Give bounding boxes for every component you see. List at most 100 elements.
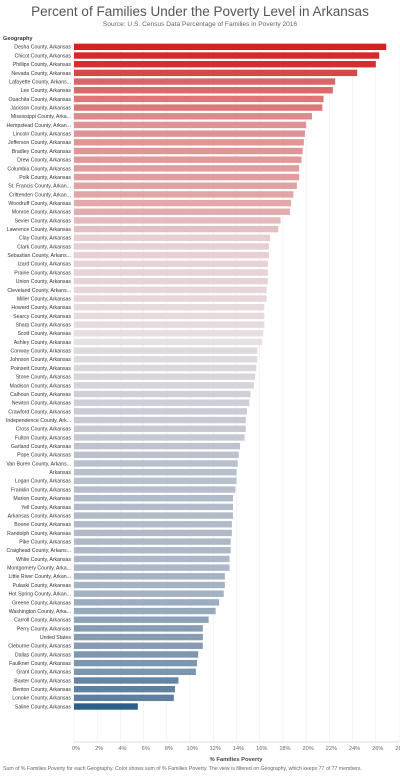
category-label: Cleburne County, Arkansas: [8, 644, 71, 650]
x-tick-label: 4%: [118, 746, 126, 752]
category-label: Bradley County, Arkansas: [12, 149, 72, 155]
row-header: Geography: [3, 36, 33, 42]
category-label: Monroe County, Arkansas: [12, 210, 72, 216]
bar: [74, 243, 269, 250]
category-label: Nevada County, Arkansas: [11, 71, 71, 77]
bar: [74, 217, 281, 224]
bar: [74, 477, 237, 485]
category-label: Little River County, Arkan...: [9, 574, 71, 580]
x-tick-label: 26%: [372, 746, 383, 752]
category-label: Clay County, Arkansas: [19, 236, 71, 242]
bar: [74, 703, 138, 710]
bar: [74, 468, 237, 476]
category-label: Perry County, Arkansas: [17, 626, 72, 632]
category-label: Desha County, Arkansas: [14, 45, 71, 51]
x-tick-label: 28%: [395, 746, 400, 752]
bar: [74, 495, 234, 502]
bar: [74, 651, 199, 658]
bar: [74, 442, 240, 450]
bar: [74, 225, 279, 233]
category-label: Lafayette County, Arkans...: [9, 79, 71, 85]
bar: [74, 573, 225, 580]
category-label: Newton County, Arkansas: [12, 401, 72, 407]
x-tick-label: 20%: [303, 746, 314, 752]
bar: [74, 460, 238, 467]
bar: [74, 182, 297, 189]
bar: [74, 304, 265, 311]
category-label: Cross County, Arkansas: [16, 427, 72, 433]
category-label: Independence County, Ark...: [6, 418, 71, 424]
x-tick-label: 0%: [72, 746, 80, 752]
bar: [74, 625, 203, 632]
bar: [74, 234, 271, 241]
chart-subtitle: Source: U.S. Census Data Percentage of F…: [102, 21, 298, 28]
category-label: Craighead County, Arkans...: [7, 548, 72, 554]
category-label: Pope County, Arkansas: [17, 453, 71, 459]
bar: [74, 139, 304, 146]
category-label: Johnson County, Arkansas: [10, 357, 72, 363]
bar: [74, 286, 267, 294]
category-label: Lawrence County, Arkansas: [7, 227, 72, 233]
bar: [74, 156, 302, 163]
bar: [74, 555, 230, 563]
x-tick-label: 14%: [233, 746, 244, 752]
category-label: Jackson County, Arkansas: [10, 106, 71, 112]
category-label: Boone County, Arkansas: [14, 522, 71, 528]
bar: [74, 338, 263, 346]
category-label: Faulkner County, Arkansas: [9, 661, 71, 667]
bar: [74, 173, 300, 181]
category-label: Drew County, Arkansas: [17, 158, 71, 164]
bar: [74, 321, 265, 328]
bar: [74, 312, 265, 320]
category-label: Woodruff County, Arkansas: [8, 201, 71, 207]
bar: [74, 104, 323, 111]
x-tick-label: 18%: [279, 746, 290, 752]
bar: [74, 590, 224, 597]
bar: [74, 529, 232, 537]
category-label: Yell County, Arkansas: [21, 505, 71, 511]
category-label: Chicot County, Arkansas: [15, 53, 72, 59]
category-label: Sharp County, Arkansas: [15, 323, 71, 329]
category-label: Pulaski County, Arkansas: [13, 583, 72, 589]
category-label: Benton County, Arkansas: [13, 687, 72, 693]
bar: [74, 364, 257, 372]
category-label: Poinsett County, Arkansas: [11, 366, 72, 372]
bar: [74, 425, 246, 432]
category-label: Ashley County, Arkansas: [14, 340, 72, 346]
bar: [74, 278, 268, 285]
x-tick-label: 2%: [95, 746, 103, 752]
bar: [74, 191, 294, 198]
category-label: Miller County, Arkansas: [17, 296, 72, 302]
category-label: Union County, Arkansas: [16, 279, 72, 285]
category-label: Ouachita County, Arkansas: [9, 97, 72, 103]
bar: [74, 251, 269, 259]
bar: [74, 121, 307, 129]
bar: [74, 512, 234, 519]
category-label: Mississippi County, Arka...: [11, 114, 71, 120]
category-label: Cleveland County, Arkans...: [7, 288, 71, 294]
category-label: Polk County, Arkansas: [19, 175, 71, 181]
category-label: Calhoun County, Arkansas: [10, 392, 71, 398]
bar: [74, 581, 225, 589]
category-label: Carroll County, Arkansas: [14, 618, 71, 624]
category-label: Sevier County, Arkansas: [15, 218, 72, 224]
x-axis-title: % Families Poverty: [210, 757, 264, 763]
category-label: Pike County, Arkansas: [19, 540, 71, 546]
category-label: Stone County, Arkansas: [16, 375, 72, 381]
bar: [74, 668, 196, 675]
chart-footnote: Sum of % Families Poverty for each Geogr…: [3, 766, 362, 772]
bar: [74, 165, 300, 172]
category-label: Dallas County, Arkansas: [15, 652, 72, 658]
bar: [74, 642, 203, 649]
category-label: Crittenden County, Arkan...: [9, 192, 71, 198]
category-label: Prairie County, Arkansas: [14, 270, 71, 276]
category-label: Scott County, Arkansas: [17, 331, 71, 337]
bar: [74, 416, 246, 424]
bar: [74, 685, 175, 693]
bar: [74, 486, 236, 493]
bar: [74, 78, 336, 85]
category-label: Baxter County, Arkansas: [14, 678, 71, 684]
bar: [74, 382, 254, 389]
bar: [74, 269, 268, 276]
bar: [74, 677, 179, 684]
